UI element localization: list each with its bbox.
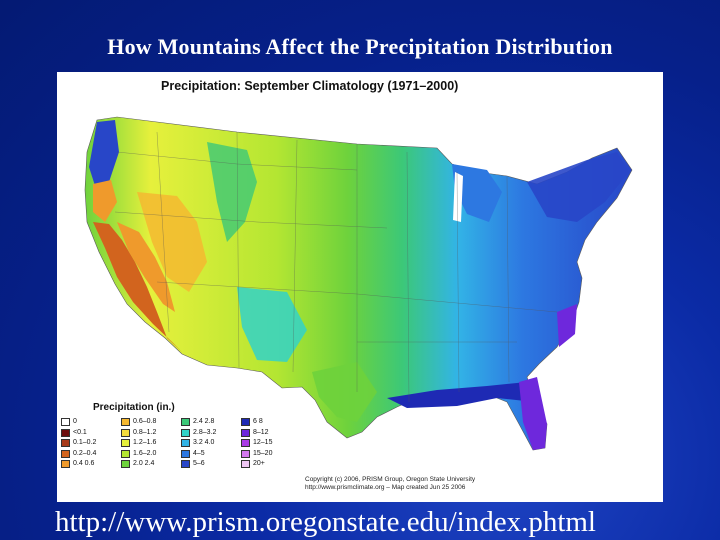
legend-swatch (61, 418, 70, 427)
northeast-region (527, 152, 629, 222)
legend-item: 2.8–3.2 (181, 428, 216, 439)
legend-item: 1.6–2.0 (121, 449, 156, 460)
legend-label: 0.6–0.8 (133, 418, 157, 426)
legend-swatch (121, 449, 130, 458)
legend-column-4: 6 8 8–12 12–15 15–20 20+ (241, 417, 272, 470)
legend-item: <0.1 (61, 428, 96, 439)
legend-item: 4–5 (181, 449, 216, 460)
legend-item: 2.0 2.4 (121, 459, 156, 470)
slide-title: How Mountains Affect the Precipitation D… (107, 34, 613, 59)
legend-label: 1.6–2.0 (133, 449, 157, 457)
legend-label: 8–12 (253, 428, 269, 436)
precipitation-map-figure: Precipitation: September Climatology (19… (57, 72, 663, 502)
legend-column-1: 0 <0.1 0.1–0.2 0.2–0.4 0.4 0.6 (61, 417, 96, 470)
legend-item: 20+ (241, 459, 272, 470)
legend-label: 4–5 (193, 449, 205, 457)
carolina-coast-wet (557, 304, 577, 347)
map-title: Precipitation: September Climatology (19… (161, 79, 459, 93)
legend-item: 0 (61, 417, 96, 428)
legend-item: 0.6–0.8 (121, 417, 156, 428)
legend-swatch (181, 428, 190, 437)
texas-dry (312, 362, 377, 422)
legend-label: 6 8 (253, 418, 263, 426)
legend-label: 0.2–0.4 (73, 449, 97, 457)
lake-michigan (453, 172, 463, 222)
legend-swatch (61, 428, 70, 437)
legend-label: 20+ (253, 460, 265, 468)
legend-label: 2.0 2.4 (133, 460, 155, 468)
us-precipitation-map (84, 116, 633, 451)
legend-label: 12–15 (253, 439, 273, 447)
legend-item: 0.8–1.2 (121, 428, 156, 439)
gulf-coast-wet (387, 382, 535, 408)
southwest-dry-region (117, 222, 175, 312)
california-dry-region (93, 222, 182, 352)
southwest-monsoon (237, 287, 307, 362)
source-url-link[interactable]: http://www.prism.oregonstate.edu/index.p… (55, 506, 596, 538)
legend-item: 5–6 (181, 459, 216, 470)
legend-swatch (61, 460, 70, 469)
legend-swatch (181, 418, 190, 427)
legend-swatch (241, 428, 250, 437)
legend-title: Precipitation (in.) (93, 402, 175, 413)
florida-wet (519, 377, 547, 450)
legend-item: 6 8 (241, 417, 272, 428)
legend-item: 0.1–0.2 (61, 438, 96, 449)
legend-column-2: 0.6–0.8 0.8–1.2 1.2–1.6 1.6–2.0 2.0 2.4 (121, 417, 156, 470)
legend-label: 2.4 2.8 (193, 418, 215, 426)
legend-swatch (241, 418, 250, 427)
legend-item: 1.2–1.6 (121, 438, 156, 449)
legend-swatch (181, 460, 190, 469)
legend-swatch (61, 439, 70, 448)
legend-label: 0 (73, 418, 77, 426)
legend-swatch (181, 439, 190, 448)
state-boundaries (114, 131, 558, 403)
legend-label: 2.8–3.2 (193, 428, 217, 436)
great-basin-region (137, 192, 207, 292)
legend-swatch (121, 418, 130, 427)
oregon-band (93, 180, 117, 222)
rockies-moist (207, 142, 257, 242)
legend-swatch (61, 449, 70, 458)
legend-label: <0.1 (73, 428, 87, 436)
pacific-northwest-wet (89, 120, 119, 192)
legend-swatch (241, 439, 250, 448)
precipitation-legend: Precipitation (in.) 0 <0.1 0.1–0.2 0.2–0… (59, 400, 297, 500)
legend-label: 3.2 4.0 (193, 439, 215, 447)
copyright-link-line: http://www.prismclimate.org – Map create… (305, 484, 466, 491)
legend-swatch (121, 460, 130, 469)
legend-column-3: 2.4 2.8 2.8–3.2 3.2 4.0 4–5 5–6 (181, 417, 216, 470)
legend-item: 0.2–0.4 (61, 449, 96, 460)
legend-swatch (181, 449, 190, 458)
legend-item: 8–12 (241, 428, 272, 439)
legend-item: 12–15 (241, 438, 272, 449)
legend-swatch (121, 428, 130, 437)
legend-swatch (241, 460, 250, 469)
legend-item: 2.4 2.8 (181, 417, 216, 428)
legend-label: 15–20 (253, 449, 273, 457)
legend-swatch (121, 439, 130, 448)
map-copyright: Copyright (c) 2006, PRISM Group, Oregon … (305, 476, 661, 492)
legend-label: 1.2–1.6 (133, 439, 157, 447)
legend-label: 0.8–1.2 (133, 428, 157, 436)
copyright-line: Copyright (c) 2006, PRISM Group, Oregon … (305, 476, 476, 483)
legend-label: 5–6 (193, 460, 205, 468)
legend-swatch (241, 449, 250, 458)
legend-label: 0.1–0.2 (73, 439, 97, 447)
legend-label: 0.4 0.6 (73, 460, 95, 468)
great-lakes-area (452, 164, 502, 222)
legend-item: 3.2 4.0 (181, 438, 216, 449)
legend-item: 15–20 (241, 449, 272, 460)
legend-item: 0.4 0.6 (61, 459, 96, 470)
